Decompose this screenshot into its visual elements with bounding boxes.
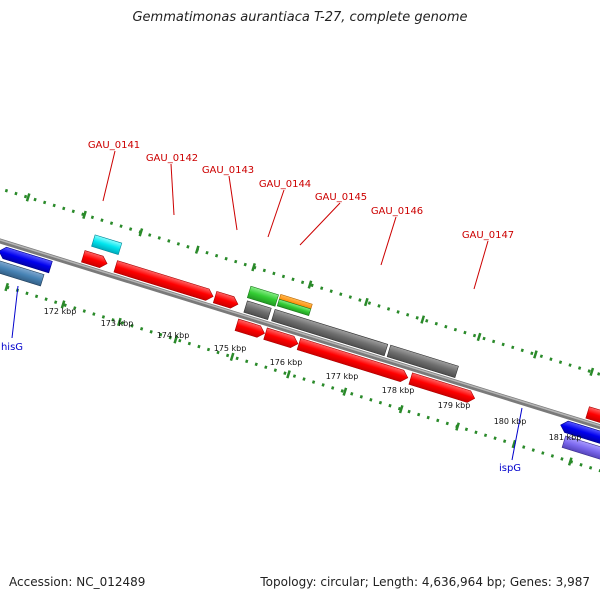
gene-label[interactable]: GAU_0145 (315, 192, 367, 203)
cds-gau-0143[interactable] (212, 290, 239, 310)
major-tick (60, 300, 66, 309)
scale-label: 172 kbp (44, 307, 77, 316)
gene-gau-0144[interactable] (243, 300, 272, 321)
major-tick (567, 457, 573, 466)
connector-gau-0147 (473, 240, 489, 290)
gene-label[interactable]: ispG (499, 463, 521, 474)
major-ticks (4, 193, 595, 466)
scale-label: 175 kbp (214, 344, 247, 353)
major-tick (286, 370, 291, 379)
gene-label[interactable]: GAU_0146 (371, 206, 423, 217)
major-tick (307, 280, 313, 289)
connector-hisg (11, 285, 19, 339)
misc-feature-green-2[interactable] (276, 298, 312, 317)
major-tick (229, 352, 235, 362)
cds-gau-0141[interactable] (81, 250, 108, 270)
cds-gau-0142[interactable] (113, 260, 215, 303)
gene-label[interactable]: GAU_0144 (259, 179, 311, 190)
connector-gau-0145 (299, 202, 341, 246)
gene-gau-0145[interactable] (271, 309, 389, 357)
major-tick (511, 439, 517, 449)
cds-gau-0144[interactable] (234, 318, 266, 339)
gene-ispg[interactable] (561, 435, 600, 468)
cds-gau-0147[interactable] (408, 372, 477, 404)
connector-ispg (511, 407, 523, 461)
cds-hisg[interactable] (0, 245, 53, 274)
cds-gau-0148[interactable] (585, 406, 600, 433)
major-tick (589, 367, 595, 377)
connector-gau-0142 (170, 163, 175, 216)
label-connectors (11, 150, 523, 461)
major-tick (4, 282, 10, 292)
major-tick (194, 245, 200, 254)
cds-gau-0145[interactable] (263, 327, 300, 350)
connector-gau-0144 (267, 189, 285, 238)
inner-tick-track (0, 273, 600, 478)
scale-label: 177 kbp (326, 372, 359, 381)
gene-label[interactable]: hisG (1, 342, 23, 353)
gene-label[interactable]: GAU_0141 (88, 140, 140, 151)
connector-gau-0146 (380, 216, 397, 266)
major-tick (138, 228, 144, 237)
map-title: Gemmatimonas aurantiaca T-27, complete g… (132, 10, 468, 25)
scale-label: 179 kbp (438, 401, 471, 410)
connector-gau-0143 (228, 175, 238, 231)
genome-summary-text: Topology: circular; Length: 4,636,964 bp… (260, 575, 590, 589)
forward-gene-labels: GAU_0141 GAU_0142 GAU_0143 GAU_0144 GAU_… (88, 140, 514, 241)
major-tick (25, 193, 31, 202)
major-tick (420, 315, 426, 324)
gene-label[interactable]: GAU_0143 (202, 165, 254, 176)
connector-gau-0141 (102, 150, 116, 202)
genome-track (0, 185, 600, 478)
gene-hisg[interactable] (0, 258, 45, 287)
scale-labels: 172 kbp 173 kbp 174 kbp 175 kbp 176 kbp … (44, 307, 582, 442)
genome-backbone-highlight (0, 233, 600, 436)
major-tick (533, 350, 538, 359)
gene-label[interactable]: GAU_0147 (462, 230, 514, 241)
reverse-gene-labels: hisG ispG (1, 342, 521, 474)
major-tick (363, 297, 369, 307)
gene-label[interactable]: GAU_0142 (146, 153, 198, 164)
major-tick (398, 404, 404, 414)
cds-ispg[interactable] (559, 419, 600, 453)
scale-label: 180 kbp (494, 417, 527, 426)
major-tick (251, 262, 256, 272)
scale-label: 178 kbp (382, 386, 415, 395)
scale-label: 181 kbp (549, 433, 582, 442)
misc-feature-green[interactable] (246, 285, 279, 307)
genome-backbone (0, 232, 600, 439)
cds-gau-0146[interactable] (296, 337, 409, 383)
major-tick (82, 210, 87, 220)
major-tick (342, 387, 348, 396)
major-tick (476, 332, 482, 342)
scale-label: 174 kbp (157, 331, 190, 340)
accession-text: Accession: NC_012489 (9, 575, 146, 589)
major-tick (455, 422, 460, 431)
gene-gau-0146[interactable] (386, 344, 459, 379)
scale-label: 176 kbp (270, 358, 303, 367)
outer-tick-track (0, 185, 600, 390)
major-tick (117, 317, 122, 327)
misc-feature-cyan[interactable] (91, 234, 123, 255)
scale-label: 173 kbp (101, 319, 134, 328)
major-tick (173, 335, 179, 344)
